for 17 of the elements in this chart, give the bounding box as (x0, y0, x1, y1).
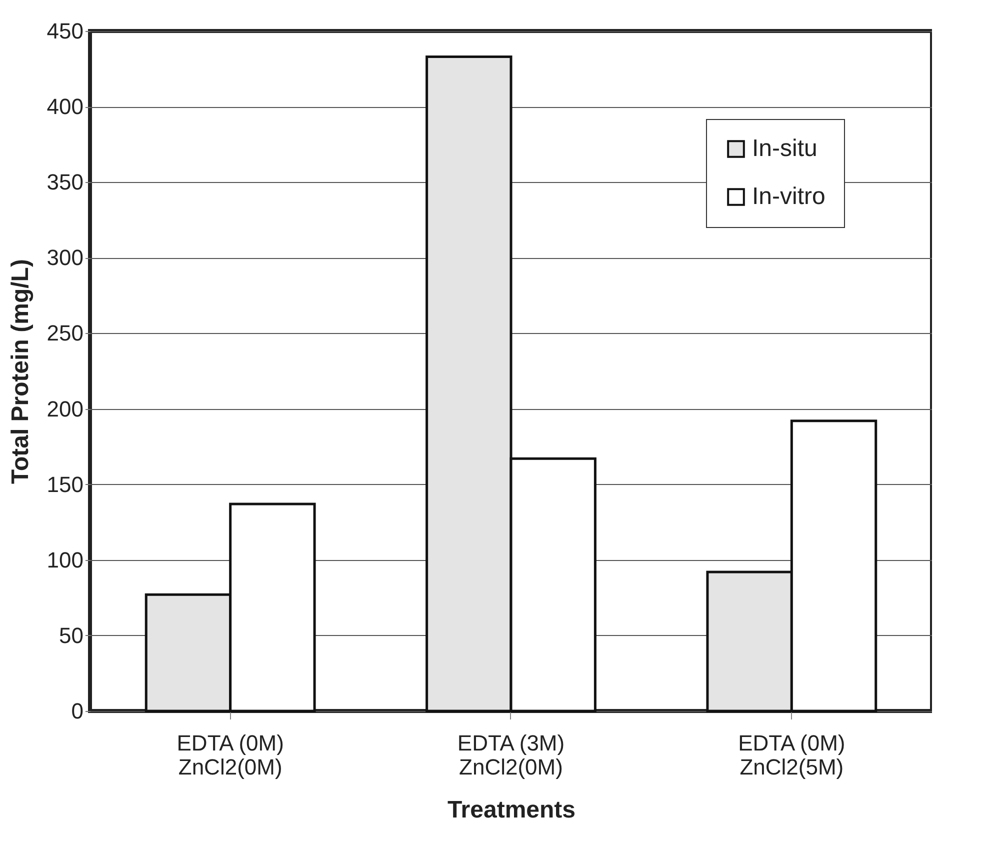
y-tick-label: 400 (46, 94, 84, 120)
y-tick-label: 150 (46, 472, 84, 497)
y-tick-label: 200 (46, 396, 84, 422)
y-tick-label: 450 (46, 18, 84, 44)
legend-label: In-situ (752, 135, 818, 162)
legend-label: In-vitro (752, 183, 826, 210)
x-tick-label: EDTA (0M) ZnCl2(5M) (738, 730, 846, 780)
y-tick-label: 350 (46, 170, 84, 195)
y-tick-label: 300 (46, 245, 84, 270)
y-tick-label: 0 (71, 698, 84, 724)
y-tick-label: 250 (46, 320, 84, 346)
y-tick-label: 100 (46, 547, 84, 572)
x-tick-label: EDTA (3M) ZnCl2(0M) (457, 730, 565, 780)
x-axis-title: Treatments (447, 796, 576, 824)
x-tick-label: EDTA (0M) ZnCl2(0M) (176, 730, 284, 780)
y-axis-title: Total Protein (mg/L) (6, 259, 34, 484)
y-tick-label: 50 (59, 622, 84, 648)
